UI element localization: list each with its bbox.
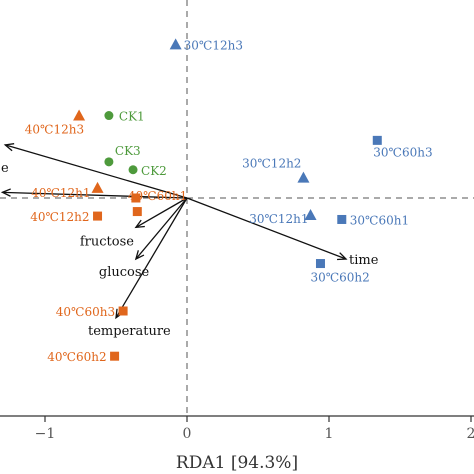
data-point-30℃60h1 [337,214,347,224]
x-axis-title: RDA1 [94.3%] [176,453,298,473]
point-label-CK3: CK3 [115,144,141,158]
arrow-label-glucose: glucose [99,265,150,280]
data-point-30℃12h3 [169,38,182,50]
data-point-30℃60h2 [315,259,325,269]
arrow-unlabeled [0,188,188,199]
data-point-30℃12h2 [297,171,310,183]
data-point-40℃12h3 [73,109,86,121]
data-point-CK2 [128,165,138,175]
point-label-40℃12h2: 40℃12h2 [30,210,89,224]
data-point-30℃60h3 [372,135,382,145]
data-point-40℃12h1 [91,181,104,193]
point-label-CK2: CK2 [141,164,167,178]
data-point-40℃60h2 [132,207,142,217]
arrow-time [186,197,348,261]
x-tick-label: 2 [467,426,474,442]
point-label-40℃12h3: 40℃12h3 [25,123,84,137]
point-label-30℃12h1: 30℃12h1 [249,212,308,226]
x-tick-label: 0 [183,426,192,442]
arrow-label-time: time [349,253,379,268]
arrow-glucose [134,197,188,261]
point-label-CK1: CK1 [119,110,145,124]
point-label-30℃60h1: 30℃60h1 [350,213,409,227]
arrow-temperature [115,197,188,320]
arrow-label-temperature: temperature [88,324,171,339]
arrow-label-e: e [1,161,9,176]
point-label-40℃12h1: 40℃12h1 [31,186,90,200]
point-label-30℃12h2: 30℃12h2 [242,157,301,171]
point-label-30℃12h3: 30℃12h3 [184,38,243,52]
arrow-fructose [134,197,188,229]
arrow-e [3,143,188,199]
x-tick-label: 1 [325,426,334,442]
data-point-CK3 [104,157,114,167]
point-label-40℃60h3: 40℃60h3 [56,305,115,319]
data-point-40℃12h2 [93,211,103,221]
point-label-30℃60h3: 30℃60h3 [373,145,432,159]
point-label-40℃60h2: 40℃60h2 [47,350,106,364]
data-point-40℃60h3 [118,306,128,316]
data-point-40℃60h1 [131,193,141,203]
data-point-30℃12h1 [304,208,317,220]
point-label-30℃60h2: 30℃60h2 [310,271,369,285]
data-point-40℃60h2 [110,351,120,361]
x-tick-label: −1 [35,426,56,442]
data-point-CK1 [104,111,114,121]
point-label-40℃60h1: 40℃60h1 [128,189,187,203]
arrow-label-fructose: fructose [80,234,134,249]
